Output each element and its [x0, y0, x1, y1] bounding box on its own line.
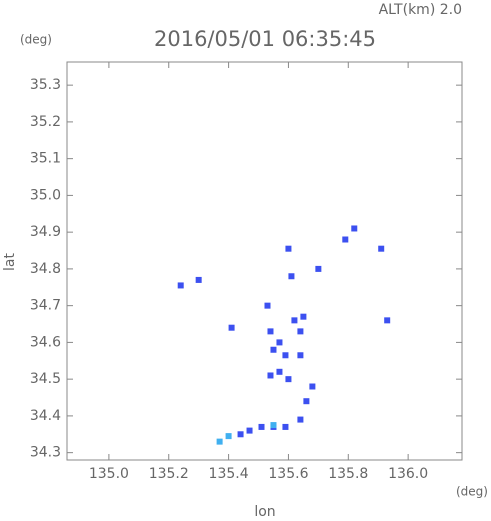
echo-cell	[315, 265, 322, 272]
y-tick-label: 34.3	[30, 445, 61, 461]
y-tick-label: 35.0	[30, 187, 61, 203]
x-unit: (deg)	[456, 485, 488, 499]
echo-cell	[177, 282, 184, 289]
echo-cell	[276, 368, 283, 375]
y-tick-label: 34.9	[30, 224, 61, 240]
echo-cell	[267, 328, 274, 335]
x-tick-label: 135.4	[209, 466, 249, 482]
y-tick-label: 35.3	[30, 77, 61, 93]
echo-cell	[300, 313, 307, 320]
echo-cell	[291, 317, 298, 324]
y-tick-label: 34.5	[30, 371, 61, 387]
echo-cell	[297, 328, 304, 335]
echo-cell	[270, 346, 277, 353]
echo-cell	[285, 245, 292, 252]
y-unit: (deg)	[20, 33, 52, 47]
echo-cell	[270, 422, 277, 429]
x-tick-label: 135.8	[328, 466, 368, 482]
echo-cell	[282, 352, 289, 359]
echo-cell	[351, 225, 358, 232]
echo-cell	[225, 433, 232, 440]
echo-cell	[288, 273, 295, 280]
echo-cell	[264, 302, 271, 309]
echo-cell	[195, 276, 202, 283]
x-axis-label: lon	[254, 504, 275, 520]
echo-cell	[282, 423, 289, 430]
echo-cell	[267, 372, 274, 379]
y-tick-label: 34.6	[30, 334, 61, 350]
echo-cell	[276, 339, 283, 346]
y-tick-label: 34.7	[30, 298, 61, 314]
x-tick-label: 135.0	[89, 466, 129, 482]
echo-cell	[258, 423, 265, 430]
y-axis-label: lat	[2, 253, 18, 271]
echo-cell	[285, 376, 292, 383]
echo-cell	[246, 427, 253, 434]
echo-cell	[303, 398, 310, 405]
plot-frame	[66, 61, 463, 461]
y-tick-label: 34.8	[30, 261, 61, 277]
echo-cell	[342, 236, 349, 243]
echo-cell	[237, 431, 244, 438]
echo-cell	[309, 383, 316, 390]
altitude-label: ALT(km) 2.0	[379, 2, 462, 18]
y-tick-label: 35.2	[30, 114, 61, 130]
x-tick-label: 135.2	[149, 466, 189, 482]
x-tick-label: 135.6	[268, 466, 308, 482]
y-tick-label: 34.4	[30, 408, 61, 424]
echo-cell	[297, 352, 304, 359]
echo-cell	[297, 416, 304, 423]
y-tick-label: 35.1	[30, 151, 61, 167]
echo-cell	[228, 324, 235, 331]
echo-cell	[378, 245, 385, 252]
chart-title: 2016/05/01 06:35:45	[154, 27, 376, 51]
echo-cell	[216, 438, 223, 445]
x-tick-label: 136.0	[388, 466, 428, 482]
echo-cell	[384, 317, 391, 324]
